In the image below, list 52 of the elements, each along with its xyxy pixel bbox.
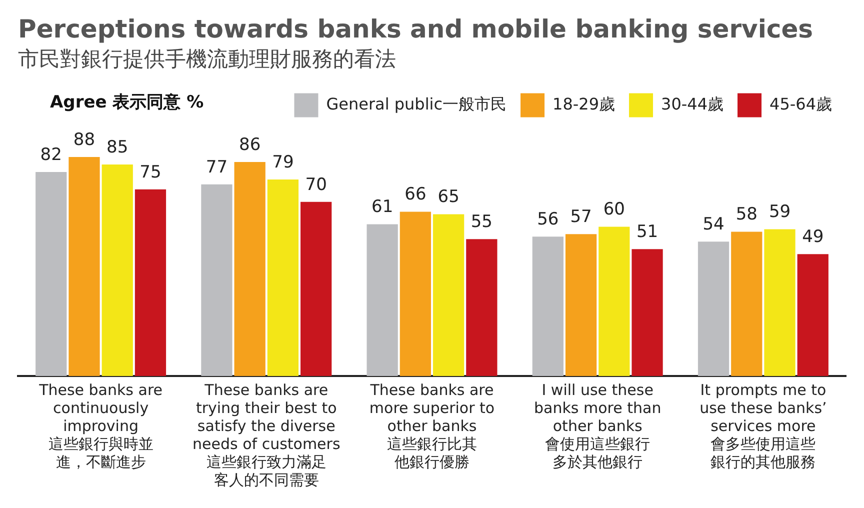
data-label: 79 (272, 152, 294, 172)
legend-label: 45-64歲 (770, 94, 832, 114)
data-label: 61 (372, 197, 394, 218)
bar (764, 229, 796, 376)
data-label: 57 (570, 207, 592, 228)
bar (366, 224, 398, 376)
data-label: 88 (73, 130, 96, 150)
data-label: 56 (537, 210, 559, 230)
bar (102, 164, 133, 376)
bar (234, 162, 266, 376)
bar (300, 202, 332, 376)
data-label: 60 (603, 200, 625, 220)
data-label: 86 (239, 134, 261, 155)
data-label: 58 (736, 204, 758, 225)
bar (400, 212, 432, 376)
data-label: 55 (470, 212, 492, 232)
bar (36, 172, 67, 376)
bar (797, 254, 828, 376)
x-tick-label: I will use these banks more than other banks 會使用這些銀行多於其他銀行 (534, 380, 662, 471)
data-label: 59 (768, 202, 791, 222)
bar (68, 157, 100, 376)
bar (432, 214, 464, 376)
bar (632, 249, 663, 376)
data-label: 66 (404, 184, 426, 205)
data-label: 70 (305, 174, 327, 195)
chart-title: Perceptions towards banks and mobile banking services (18, 14, 814, 44)
bar (466, 239, 498, 376)
data-label: 75 (140, 162, 162, 182)
bar (731, 232, 762, 376)
bar (201, 184, 232, 376)
data-label: 51 (636, 222, 658, 242)
data-label: 54 (702, 214, 724, 235)
y-axis-title: Agree 表示同意 % (50, 92, 204, 113)
data-label: 85 (106, 137, 128, 158)
chart-subtitle: 市民對銀行提供手機流動理財服務的看法 (18, 47, 396, 72)
legend-label: 30-44歲 (661, 94, 724, 114)
bar (134, 189, 166, 376)
data-label: 77 (206, 157, 228, 178)
data-label: 82 (40, 144, 62, 165)
x-tick-label: It prompts me to use these banks’ services more 會多些使用這些銀行的其他服務 (700, 380, 827, 471)
data-label: 49 (802, 227, 824, 248)
bar (532, 236, 564, 376)
bar (565, 234, 597, 376)
legend-label: 18-29歲 (552, 94, 616, 114)
x-tick-label: These banks are continuously improving 這些銀行與時並進，不斷進步 (38, 380, 163, 471)
legend-label: General public一般市民 (326, 94, 507, 114)
bar (698, 242, 730, 376)
bar (598, 226, 630, 376)
bar (267, 179, 299, 376)
data-label: 65 (438, 187, 460, 208)
x-tick-label: These banks are more superior to other banks 這些銀行比其他銀行優勝 (369, 380, 495, 471)
x-tick-label: These banks are trying their best to satisfy the diverse needs of customers 這些銀行致力滿足客人的不同需要 (192, 380, 340, 489)
